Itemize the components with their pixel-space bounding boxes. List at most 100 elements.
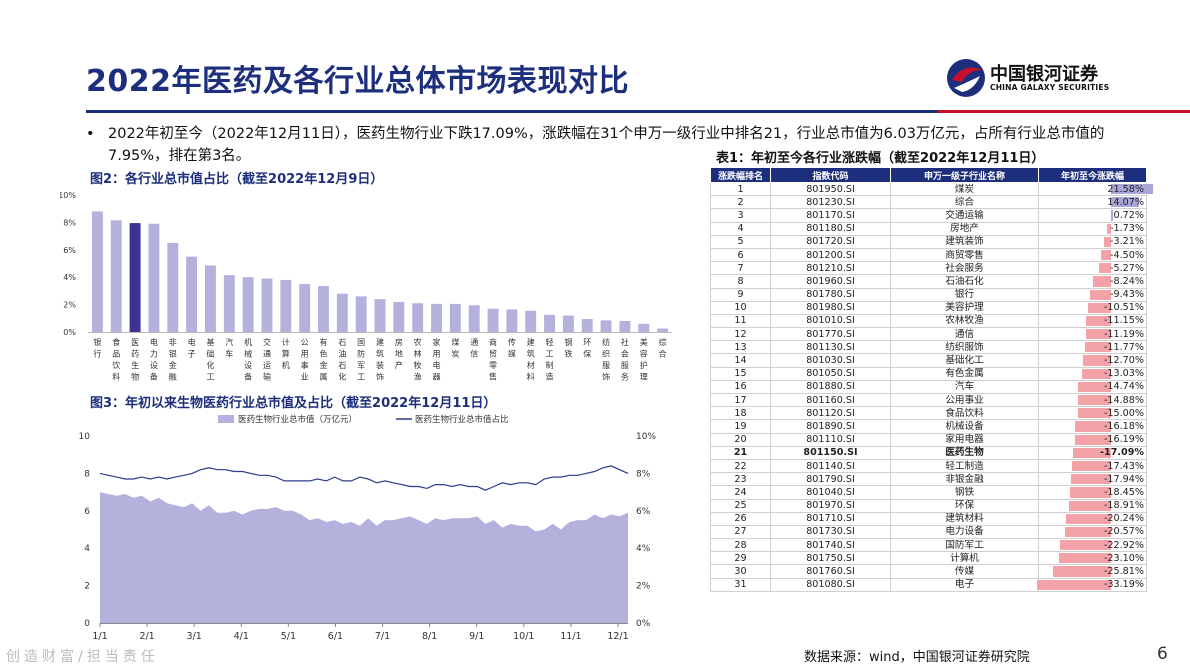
table-row: 27 801730.SI 电力设备 -20.57%: [710, 524, 1147, 540]
code-cell: 801180.SI: [770, 221, 891, 236]
x-tick-label: 交通运输: [263, 337, 271, 382]
change-cell: 21.58%: [1038, 181, 1154, 197]
table-row: 12 801770.SI 通信 -11.19%: [710, 327, 1147, 342]
fig2-title: 图2：各行业总市值占比（截至2022年12月9日）: [90, 172, 384, 187]
x-tick-label: 机械设备: [244, 337, 252, 382]
page-title: 2022年医药及各行业总体市场表现对比: [86, 64, 629, 99]
change-value: -11.77%: [1103, 341, 1144, 353]
change-cell: -3.21%: [1038, 234, 1147, 249]
bar: [431, 303, 442, 332]
rank-cell: 3: [710, 208, 771, 223]
change-bar: [1078, 381, 1111, 392]
table-row: 21 801150.SI 医药生物 -17.09%: [710, 445, 1147, 460]
bar: [506, 309, 518, 332]
table-row: 19 801890.SI 机械设备 -16.18%: [710, 419, 1147, 434]
change-value: 14.07%: [1107, 196, 1144, 208]
industry-cell: 煤炭: [890, 181, 1039, 197]
change-bar: [1081, 368, 1111, 379]
title-rule: [86, 110, 938, 113]
change-cell: -22.92%: [1038, 538, 1147, 553]
change-cell: -23.10%: [1038, 551, 1147, 566]
bullet-icon: •: [86, 126, 95, 142]
change-cell: -9.43%: [1038, 287, 1147, 302]
x-tick-label: 非银金融: [169, 337, 177, 382]
change-bar: [1086, 329, 1111, 340]
x-tick-label: 公用事业: [301, 338, 309, 382]
industry-cell: 商贸零售: [890, 247, 1039, 263]
rank-cell: 15: [710, 366, 771, 381]
rank-cell: 6: [710, 247, 771, 263]
code-cell: 801880.SI: [770, 379, 891, 395]
rank-cell: 29: [710, 551, 771, 566]
industry-cell: 环保: [890, 498, 1039, 513]
y-left-tick-label: 10: [79, 432, 91, 442]
logo-text: 中国银河证券: [990, 64, 1098, 85]
bar: [186, 256, 198, 332]
code-cell: 801230.SI: [770, 195, 891, 210]
x-tick-label: 煤炭: [451, 337, 459, 359]
industry-cell: 轻工制造: [890, 458, 1039, 474]
bar: [129, 223, 141, 332]
x-tick-label: 8/1: [422, 631, 437, 642]
industry-cell: 钢铁: [890, 485, 1039, 500]
change-value: -16.18%: [1103, 420, 1144, 432]
x-tick-label: 12/1: [607, 631, 628, 642]
code-cell: 801950.SI: [770, 181, 891, 197]
x-tick-label: 通信: [470, 337, 478, 359]
table-row: 10 801980.SI 美容护理 -10.51%: [710, 300, 1147, 315]
change-bar: [1069, 487, 1111, 498]
x-tick-label: 钢铁: [564, 337, 572, 359]
share-line: [99, 465, 629, 491]
code-cell: 801720.SI: [770, 234, 891, 249]
table-row: 5 801720.SI 建筑装饰 -3.21%: [710, 234, 1147, 249]
code-cell: 801890.SI: [770, 419, 891, 434]
table-row: 14 801030.SI 基础化工 -12.70%: [710, 353, 1147, 368]
bar: [167, 242, 179, 332]
code-cell: 801970.SI: [770, 498, 891, 513]
table-row: 18 801120.SI 食品饮料 -15.00%: [710, 406, 1147, 421]
table-header-cell: 指数代码: [770, 167, 891, 183]
x-tick-label: 国防军工: [357, 338, 365, 382]
industry-cell: 有色金属: [890, 366, 1039, 381]
table-row: 25 801970.SI 环保 -18.91%: [710, 498, 1147, 513]
x-tick-label: 商贸零售: [489, 337, 497, 382]
bar: [242, 277, 254, 332]
change-bar: [1072, 460, 1111, 472]
code-cell: 801960.SI: [770, 274, 891, 289]
industry-cell: 食品饮料: [890, 406, 1039, 421]
x-tick-label: 医药生物: [131, 338, 139, 382]
change-cell: -11.19%: [1038, 327, 1147, 342]
y-tick-label: 2%: [63, 301, 76, 310]
industry-cell: 汽车: [890, 379, 1039, 395]
change-cell: -33.19%: [1037, 577, 1147, 592]
change-cell: -16.18%: [1038, 419, 1147, 434]
industry-cell: 电子: [890, 577, 1039, 592]
title-rule-accent: [938, 110, 1190, 113]
table-row: 17 801160.SI 公用事业 -14.88%: [710, 392, 1147, 408]
table-row: 24 801040.SI 钢铁 -18.45%: [710, 485, 1147, 500]
table-row: 2 801230.SI 综合 14.07%: [710, 195, 1147, 210]
change-value: -18.91%: [1103, 500, 1144, 512]
table-row: 9 801780.SI 银行 -9.43%: [710, 287, 1147, 302]
industry-cell: 综合: [890, 195, 1039, 210]
x-tick-label: 有色金属: [319, 337, 327, 382]
rank-cell: 30: [710, 564, 771, 579]
rank-cell: 28: [710, 538, 771, 553]
table-row: 8 801960.SI 石油石化 -8.24%: [710, 274, 1147, 289]
change-bar: [1103, 236, 1111, 247]
table-row: 26 801710.SI 建筑材料 -20.24%: [710, 511, 1147, 526]
industry-cell: 建筑装饰: [890, 234, 1039, 249]
change-bar: [1100, 249, 1111, 261]
change-cell: -25.81%: [1038, 564, 1147, 579]
table-header-cell: 涨跌幅排名: [710, 167, 771, 183]
change-value: -11.15%: [1103, 315, 1144, 327]
code-cell: 801780.SI: [770, 287, 891, 302]
x-tick-label: 11/1: [560, 631, 581, 642]
change-bar: [1053, 566, 1111, 577]
industry-cell: 交通运输: [890, 208, 1039, 223]
code-cell: 801730.SI: [770, 524, 891, 540]
bar: [355, 296, 367, 332]
table-row: 11 801010.SI 农林牧渔 -11.15%: [710, 313, 1147, 329]
code-cell: 801770.SI: [770, 327, 891, 342]
change-cell: -18.91%: [1038, 498, 1147, 513]
